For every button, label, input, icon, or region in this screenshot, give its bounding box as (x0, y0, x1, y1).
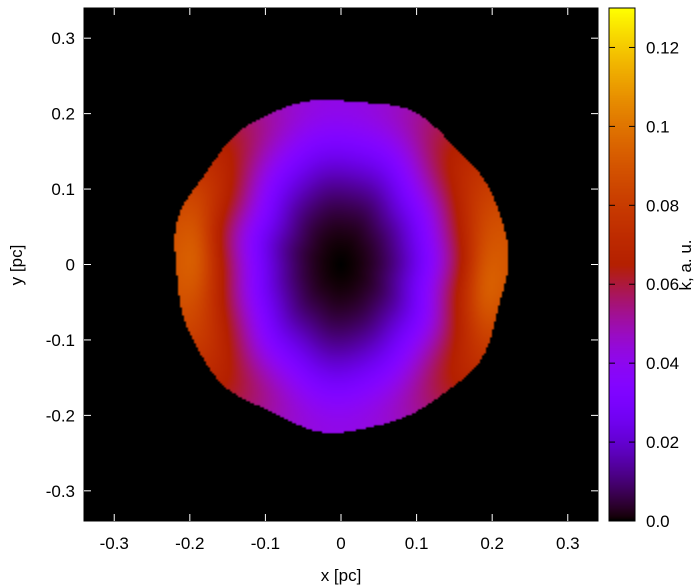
x-tick-label: 0.1 (405, 534, 429, 553)
colorbar-tick-label: 0.06 (646, 275, 679, 294)
y-tick-label: -0.2 (46, 406, 75, 425)
colorbar: 0.0 0.02 0.04 0.06 0.08 0.1 0.12 k, a. u. (608, 7, 695, 531)
colorbar-label: k, a. u. (676, 239, 695, 290)
colorbar-tick-label: 0.08 (646, 196, 679, 215)
colorbar-tick-label: 0.04 (646, 354, 679, 373)
colorbar-tick-label: 0.0 (646, 512, 670, 531)
y-tick-label: 0 (66, 256, 75, 275)
y-tick-label: 0.2 (51, 105, 75, 124)
x-tick-labels: -0.3 -0.2 -0.1 0 0.1 0.2 0.3 (100, 534, 580, 553)
x-tick-label: -0.1 (251, 534, 280, 553)
y-tick-label: 0.1 (51, 180, 75, 199)
colorbar-ticks (609, 46, 635, 522)
x-axis-label: x [pc] (321, 566, 362, 585)
y-axis-label: y [pc] (7, 245, 26, 286)
x-tick-label: -0.2 (175, 534, 204, 553)
plot-ticks (84, 8, 598, 521)
x-tick-label: 0.3 (556, 534, 580, 553)
y-tick-labels: -0.3 -0.2 -0.1 0 0.1 0.2 0.3 (46, 29, 75, 501)
x-tick-label: 0.2 (480, 534, 504, 553)
plot-area (83, 7, 599, 522)
colorbar-tick-label: 0.02 (646, 433, 679, 452)
y-tick-label: -0.1 (46, 331, 75, 350)
colorbar-tick-labels: 0.0 0.02 0.04 0.06 0.08 0.1 0.12 (646, 38, 679, 531)
heatmap-image (84, 8, 598, 521)
colorbar-frame (608, 7, 636, 522)
x-tick-label: -0.3 (100, 534, 129, 553)
colorbar-tick-label: 0.12 (646, 38, 679, 57)
y-tick-label: -0.3 (46, 482, 75, 501)
colorbar-tick-label: 0.1 (646, 117, 670, 136)
colorbar-gradient (609, 8, 635, 521)
x-tick-label: 0 (336, 534, 345, 553)
y-tick-label: 0.3 (51, 29, 75, 48)
